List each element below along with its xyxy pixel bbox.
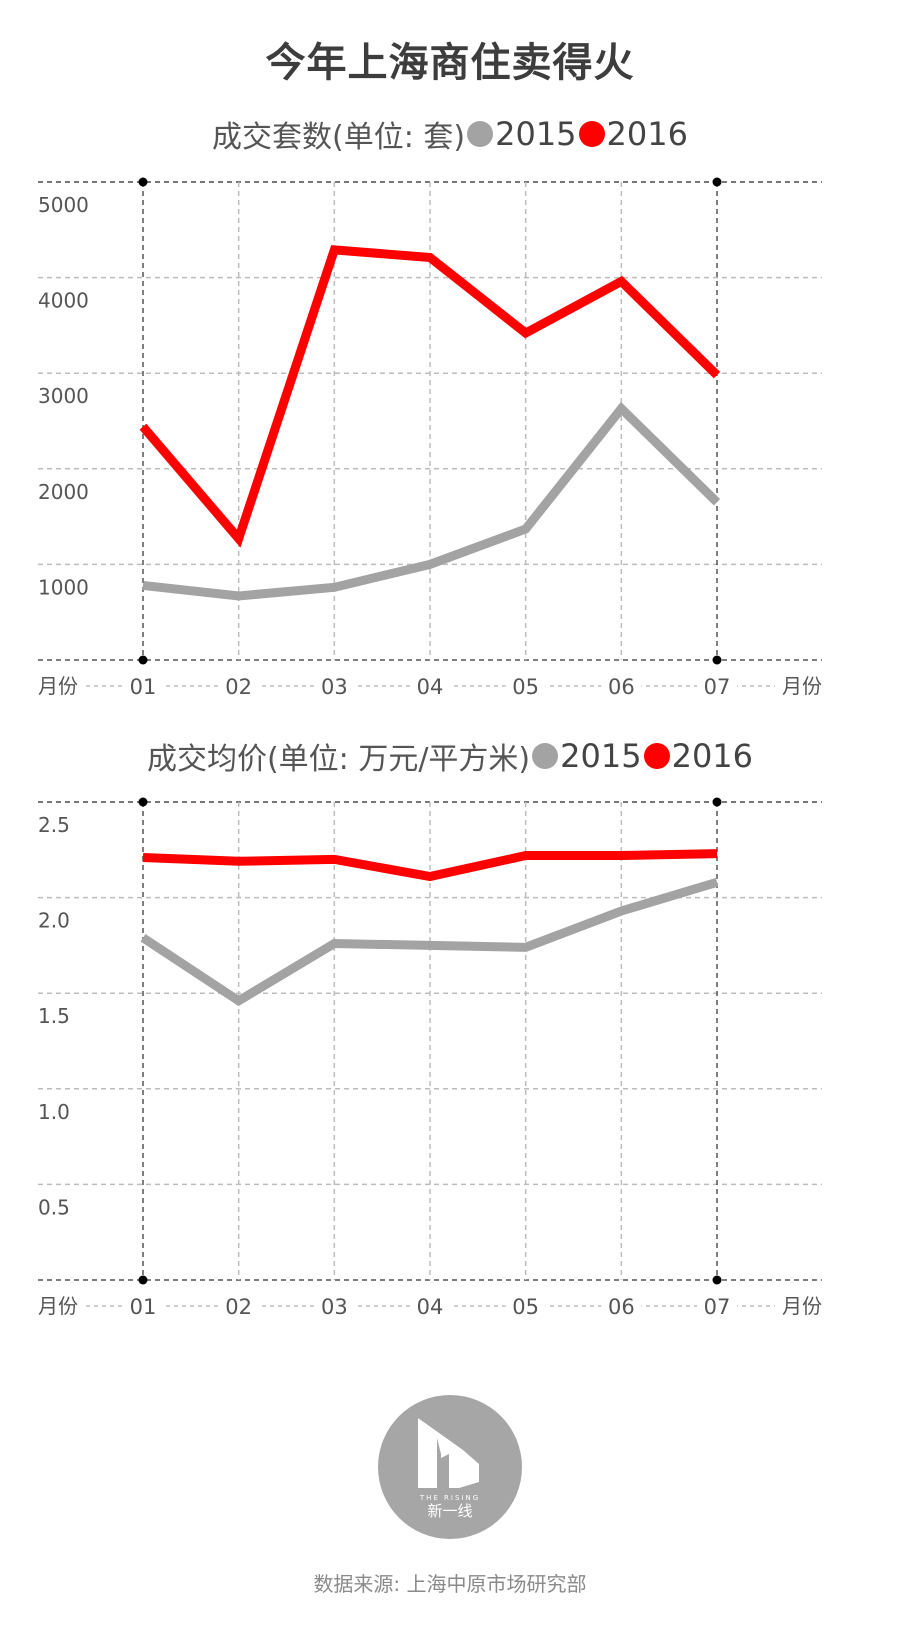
y-tick-label: 0.5 [38, 1195, 70, 1219]
x-tick-label: 06 [608, 675, 635, 699]
y-tick-label: 3000 [38, 384, 89, 408]
chart-2-legend-2016: 2016 [643, 737, 754, 775]
corner-dot [138, 177, 148, 187]
y-tick-label: 1.5 [38, 1004, 70, 1028]
chart-1-units-sold: 1000 2000 3000 4000 5000 月份 月份 01 02 03 04 05 06 07 [38, 177, 822, 699]
x-axis-label-left: 月份 [38, 674, 78, 698]
x-tick-bg [218, 1294, 259, 1318]
x-tick-bg [601, 1294, 642, 1318]
chart-1-legend-2015: 2015 [467, 115, 577, 153]
logo-shape-top [418, 1418, 463, 1454]
x-tick-bg [410, 1294, 450, 1318]
y-tick-label: 1000 [38, 575, 89, 599]
y-tick-label: 1.0 [38, 1100, 70, 1124]
x-tick-label: 02 [225, 1295, 252, 1319]
legend-label-2016: 2016 [606, 115, 688, 153]
logo-shape-left [418, 1418, 437, 1488]
logo-shape-right [441, 1450, 479, 1488]
x-tick-bg [218, 674, 259, 698]
x-axis-label-right: 月份 [782, 674, 822, 698]
x-tick-bg [123, 674, 163, 698]
corner-dot [712, 177, 722, 187]
x-tick-bg [410, 674, 450, 698]
chart-1-title: 成交套数(单位: 套) [212, 120, 466, 155]
legend-dot-2015 [532, 743, 559, 769]
y-tick-label: 4000 [38, 289, 89, 313]
chart-2-avg-price: 0.5 1.0 1.5 2.0 2.5 月份 月份 01 02 03 04 05 06 07 [38, 797, 822, 1319]
x-tick-label: 03 [321, 675, 348, 699]
corner-dot [712, 655, 722, 665]
legend-label-2016: 2016 [671, 737, 754, 775]
data-source: 数据来源: 上海中原市场研究部 [313, 1572, 587, 1596]
x-tick-label: 04 [417, 1295, 444, 1319]
legend-label-2015: 2015 [495, 115, 577, 153]
page-title: 今年上海商住卖得火 [265, 40, 635, 86]
legend-label-2015: 2015 [560, 737, 642, 775]
x-tick-label: 01 [130, 675, 157, 699]
x-tick-bg [505, 674, 546, 698]
x-tick-bg [123, 1294, 163, 1318]
x-tick-bg [697, 1294, 737, 1318]
chart-2-subtitle: 成交均价(单位: 万元/平方米) 2015 2016 [0, 734, 900, 778]
x-tick-label: 07 [704, 1295, 731, 1319]
x-tick-bg [601, 674, 642, 698]
x-tick-label: 05 [512, 1295, 539, 1319]
x-tick-label: 03 [321, 1295, 348, 1319]
logo-shape-notch [441, 1454, 449, 1488]
x-tick-bg [314, 1294, 355, 1318]
x-tick-label: 07 [704, 675, 731, 699]
chart-1-subtitle: 成交套数(单位: 套) 2015 2016 [0, 112, 900, 156]
x-tick-bg [314, 674, 355, 698]
legend-dot-2016 [643, 743, 670, 769]
the-rising-logo-icon: THE RISING 新一线 [378, 1395, 522, 1539]
chart-2-legend-2015: 2015 [532, 737, 642, 775]
corner-dot [138, 797, 148, 807]
legend-dot-2015 [467, 121, 494, 147]
y-tick-label: 2.0 [38, 909, 70, 933]
x-tick-label: 05 [512, 675, 539, 699]
x-tick-label: 04 [417, 675, 444, 699]
chart-2-title: 成交均价(单位: 万元/平方米) [146, 742, 531, 777]
logo-caption-cn: 新一线 [427, 1502, 472, 1520]
x-tick-bg [697, 674, 737, 698]
x-tick-label: 02 [225, 675, 252, 699]
legend-dot-2016 [578, 121, 605, 147]
logo-caption-en: THE RISING [419, 1494, 480, 1502]
chart-1-legend-2016: 2016 [578, 115, 688, 153]
y-tick-label: 2.5 [38, 813, 70, 837]
corner-dot [138, 1275, 148, 1285]
x-tick-label: 01 [130, 1295, 157, 1319]
x-tick-bg [505, 1294, 546, 1318]
corner-dot [138, 655, 148, 665]
x-axis-label-right: 月份 [782, 1294, 822, 1318]
y-tick-label: 2000 [38, 480, 89, 504]
y-tick-label: 5000 [38, 193, 89, 217]
x-axis-label-left: 月份 [38, 1294, 78, 1318]
corner-dot [712, 1275, 722, 1285]
corner-dot [712, 797, 722, 807]
x-tick-label: 06 [608, 1295, 635, 1319]
